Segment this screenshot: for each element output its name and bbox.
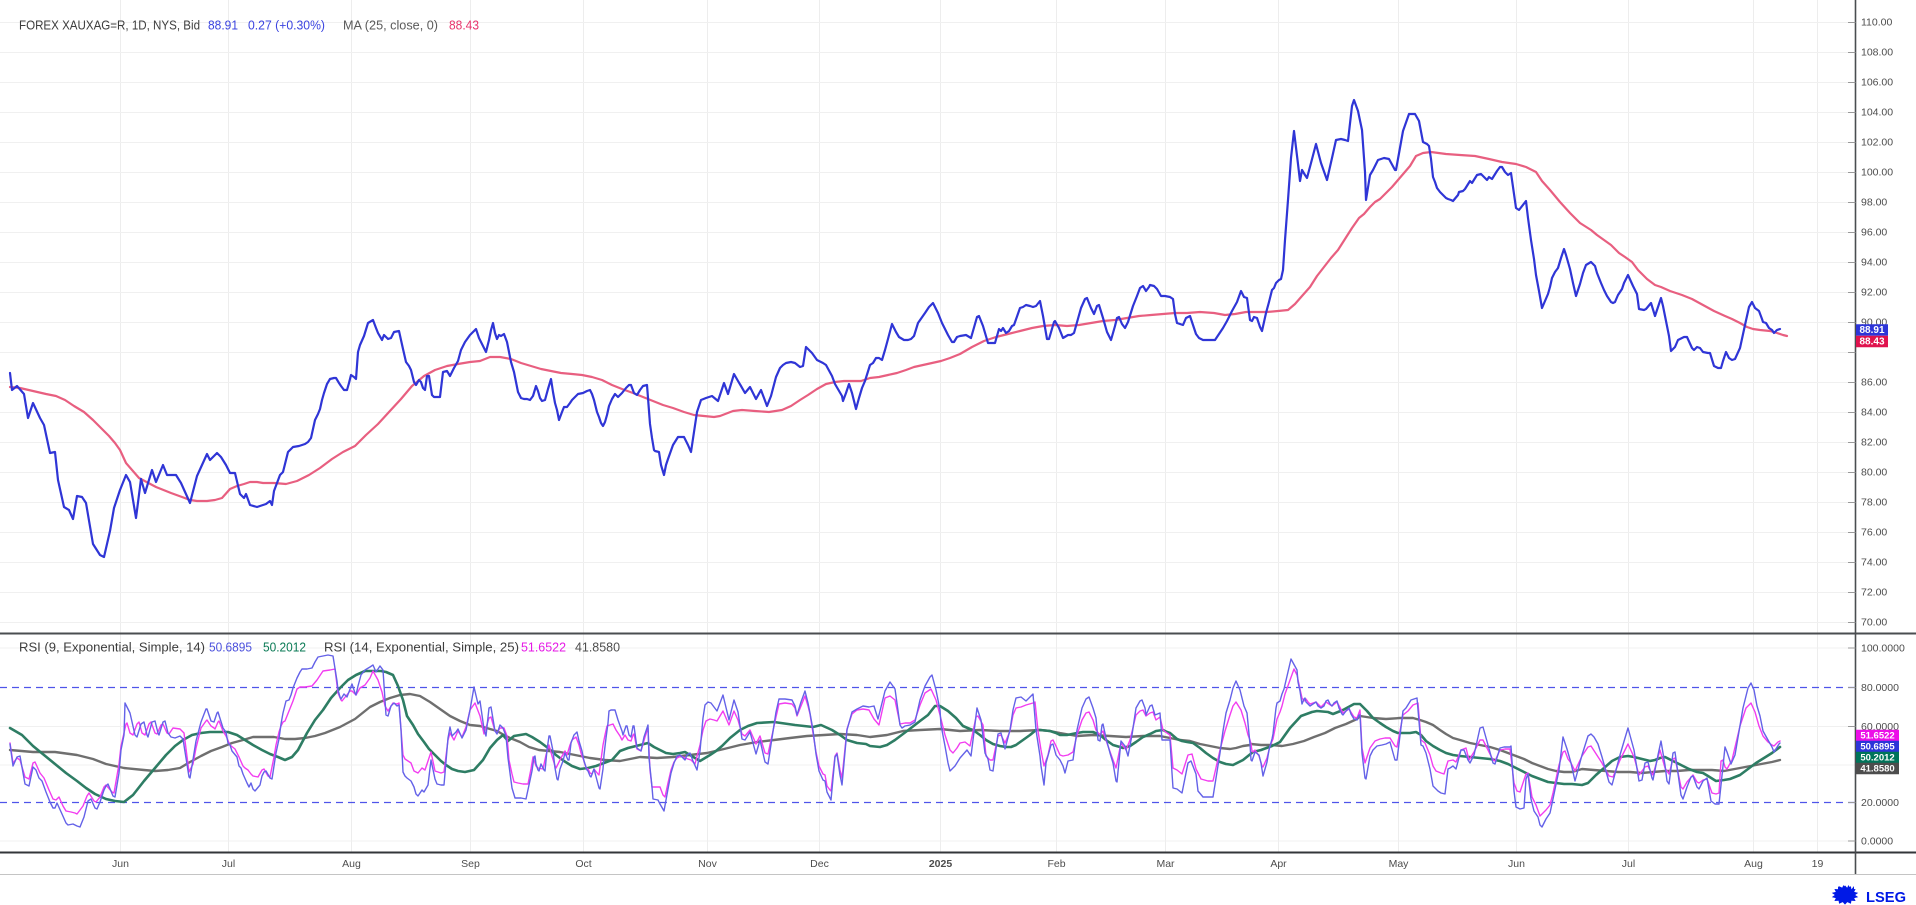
svg-text:50.6895: 50.6895 (209, 641, 252, 655)
svg-text:78.00: 78.00 (1861, 497, 1887, 509)
svg-text:RSI (14, Exponential, Simple,: RSI (14, Exponential, Simple, 25) (324, 641, 519, 655)
svg-text:80.00: 80.00 (1861, 467, 1887, 479)
svg-text:Jun: Jun (112, 858, 129, 870)
svg-text:108.00: 108.00 (1861, 47, 1893, 59)
svg-text:41.8580: 41.8580 (575, 641, 620, 655)
svg-text:88.91: 88.91 (1859, 325, 1884, 336)
svg-text:LSEG: LSEG (1866, 889, 1906, 905)
svg-text:72.00: 72.00 (1861, 587, 1887, 599)
svg-text:100.0000: 100.0000 (1861, 643, 1905, 655)
svg-text:74.00: 74.00 (1861, 557, 1887, 569)
svg-text:92.00: 92.00 (1861, 287, 1887, 299)
svg-text:Jul: Jul (222, 858, 235, 870)
svg-text:88.43: 88.43 (449, 19, 479, 33)
svg-text:Sep: Sep (461, 858, 480, 870)
svg-text:100.00: 100.00 (1861, 167, 1893, 179)
svg-text:Nov: Nov (698, 858, 717, 870)
svg-text:70.00: 70.00 (1861, 617, 1887, 629)
svg-text:84.00: 84.00 (1861, 407, 1887, 419)
svg-text:50.2012: 50.2012 (263, 641, 306, 655)
svg-text:80.0000: 80.0000 (1861, 682, 1899, 694)
svg-text:Feb: Feb (1047, 858, 1065, 870)
svg-text:76.00: 76.00 (1861, 527, 1887, 539)
svg-text:102.00: 102.00 (1861, 137, 1893, 149)
svg-text:19: 19 (1812, 858, 1824, 870)
svg-text:82.00: 82.00 (1861, 437, 1887, 449)
svg-text:Aug: Aug (1744, 858, 1763, 870)
svg-text:96.00: 96.00 (1861, 227, 1887, 239)
svg-text:94.00: 94.00 (1861, 257, 1887, 269)
svg-text:0.0000: 0.0000 (1861, 836, 1893, 848)
svg-text:88.43: 88.43 (1859, 337, 1884, 348)
svg-text:51.6522: 51.6522 (521, 641, 566, 655)
svg-text:104.00: 104.00 (1861, 107, 1893, 119)
svg-text:106.00: 106.00 (1861, 77, 1893, 89)
svg-text:Jun: Jun (1508, 858, 1525, 870)
svg-text:RSI (9, Exponential, Simple, 1: RSI (9, Exponential, Simple, 14) (19, 641, 205, 655)
svg-text:50.2012: 50.2012 (1860, 753, 1894, 764)
svg-text:50.6895: 50.6895 (1860, 742, 1895, 753)
svg-text:Aug: Aug (342, 858, 361, 870)
svg-text:Apr: Apr (1270, 858, 1287, 870)
svg-text:110.00: 110.00 (1861, 17, 1892, 29)
svg-text:May: May (1389, 858, 1410, 870)
svg-text:2025: 2025 (929, 858, 953, 870)
svg-text:20.0000: 20.0000 (1861, 797, 1899, 809)
svg-text:Oct: Oct (575, 858, 591, 870)
svg-text:Dec: Dec (810, 858, 829, 870)
svg-text:98.00: 98.00 (1861, 197, 1887, 209)
svg-text:41.8580: 41.8580 (1860, 764, 1894, 775)
svg-text:88.91: 88.91 (208, 19, 238, 33)
svg-text:FOREX XAUXAG=R, 1D, NYS, Bid: FOREX XAUXAG=R, 1D, NYS, Bid (19, 19, 200, 33)
svg-text:51.6522: 51.6522 (1860, 731, 1894, 742)
svg-text:0.27 (+0.30%): 0.27 (+0.30%) (248, 19, 325, 33)
svg-text:MA (25, close, 0): MA (25, close, 0) (343, 19, 438, 33)
svg-text:86.00: 86.00 (1861, 377, 1887, 389)
svg-text:Mar: Mar (1156, 858, 1175, 870)
svg-text:Jul: Jul (1622, 858, 1635, 870)
